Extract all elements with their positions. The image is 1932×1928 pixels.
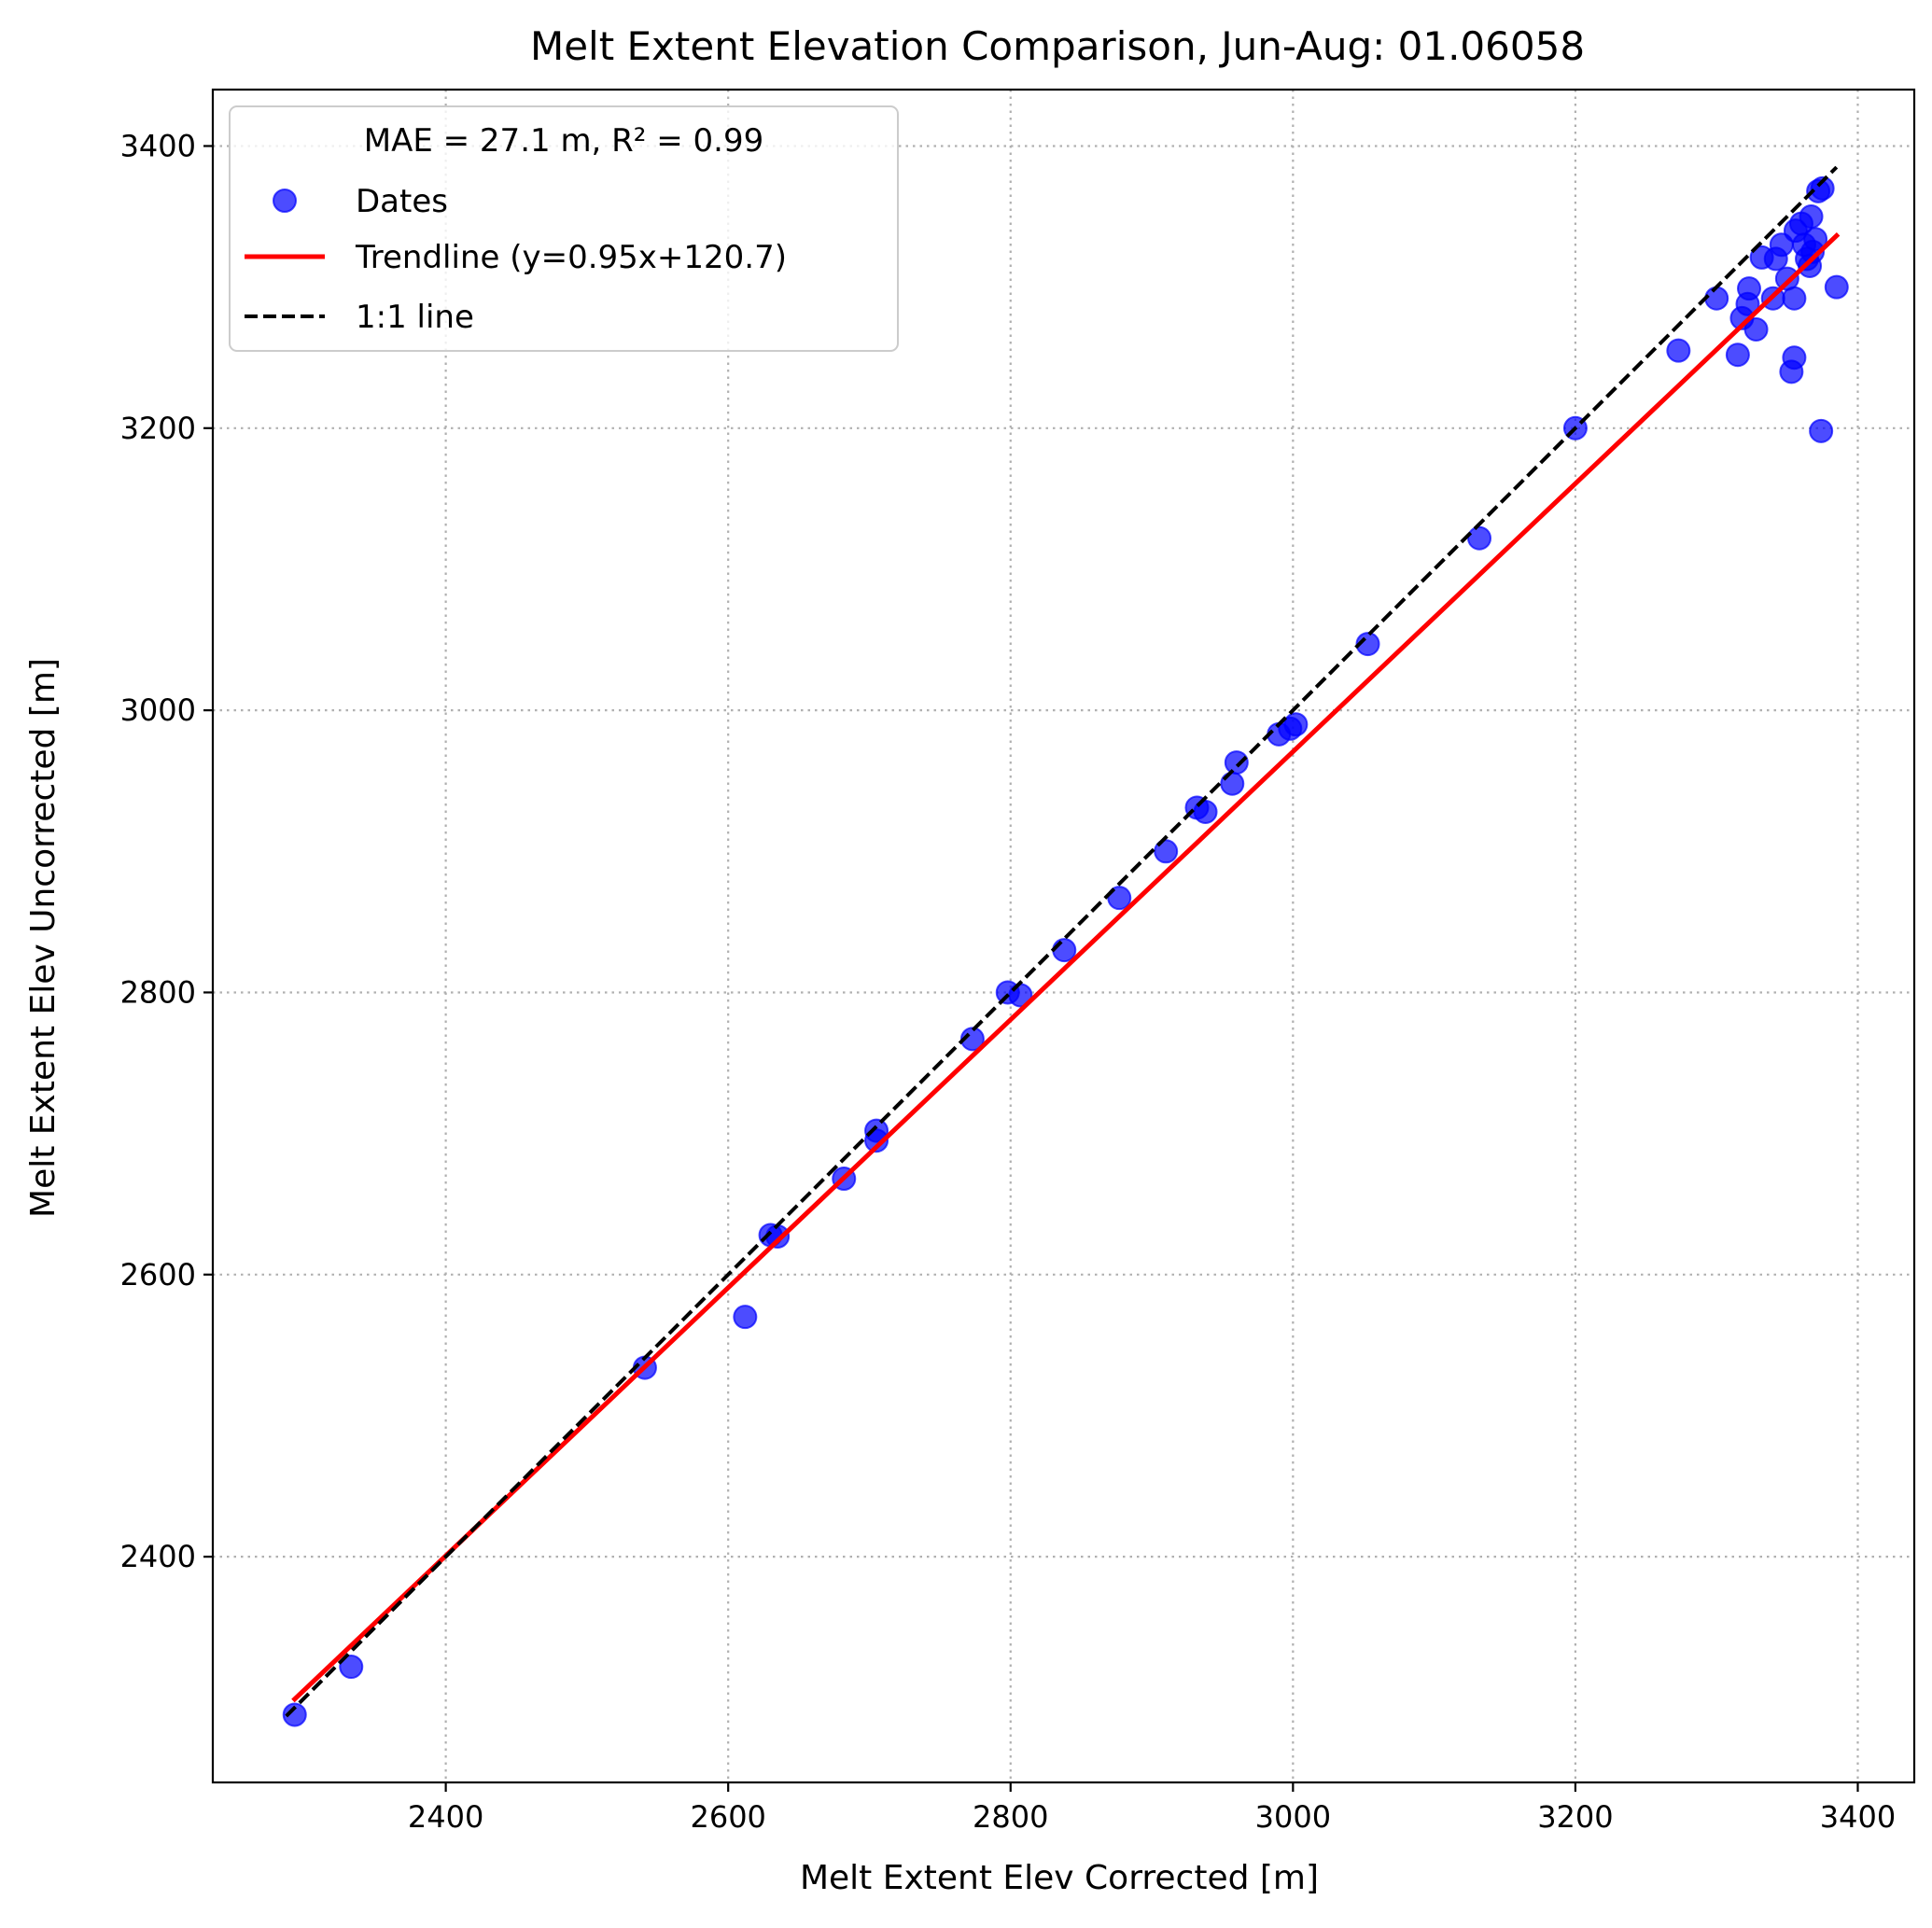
- identity-line: [285, 165, 1839, 1718]
- y-tick-label: 3400: [120, 128, 196, 163]
- data-point: [1107, 886, 1132, 911]
- x-axis-label: Melt Extent Elev Corrected [m]: [800, 1859, 1319, 1897]
- data-point: [1355, 632, 1380, 657]
- x-tick-label: 2600: [690, 1799, 765, 1835]
- grid: [213, 90, 1914, 1782]
- y-tick-label: 2600: [120, 1257, 196, 1292]
- data-point: [1736, 276, 1761, 301]
- data-point: [1782, 286, 1807, 311]
- data-point: [1283, 712, 1309, 737]
- legend-title: MAE = 27.1 m, R² = 0.99: [364, 122, 764, 160]
- data-point: [1220, 771, 1245, 796]
- data-point: [282, 1702, 307, 1727]
- x-tick-label: 2400: [408, 1799, 483, 1835]
- data-point: [959, 1027, 985, 1052]
- legend: MAE = 27.1 m, R² = 0.99 Dates Trendline …: [229, 105, 899, 352]
- data-point: [1193, 799, 1218, 824]
- scatter-points: [282, 175, 1849, 1727]
- x-tick-label: 2800: [973, 1799, 1048, 1835]
- data-point: [1467, 525, 1492, 551]
- y-tick-label: 2400: [120, 1539, 196, 1574]
- data-point: [1810, 175, 1835, 201]
- data-point: [864, 1128, 889, 1153]
- data-point: [1782, 345, 1807, 370]
- legend-box: [229, 105, 899, 352]
- data-point: [1743, 316, 1769, 342]
- data-point: [339, 1655, 364, 1680]
- legend-label-identity: 1:1 line: [356, 299, 474, 336]
- y-tick-label: 3200: [120, 411, 196, 446]
- x-tick-label: 3200: [1537, 1799, 1613, 1835]
- data-point: [733, 1305, 758, 1330]
- data-point: [1154, 839, 1179, 864]
- data-point: [1224, 750, 1249, 775]
- y-axis-label: Melt Extent Elev Uncorrected [m]: [24, 658, 63, 1218]
- data-point: [1824, 274, 1849, 300]
- x-tick-label: 3400: [1820, 1799, 1896, 1835]
- chart-title: Melt Extent Elevation Comparison, Jun-Au…: [530, 23, 1585, 69]
- legend-label-dates: Dates: [356, 183, 448, 220]
- data-point: [1052, 938, 1077, 963]
- x-tick-label: 3000: [1255, 1799, 1331, 1835]
- y-tick-label: 3000: [120, 692, 196, 728]
- data-point: [1803, 227, 1828, 252]
- legend-marker-dates: [273, 189, 297, 213]
- plot-frame: [211, 88, 1916, 1784]
- axis-ticks: 2400 2600 2800 3000 3200 3400 2400 2600 2800 3000…: [120, 128, 1897, 1835]
- data-point: [1799, 204, 1824, 230]
- data-point: [1704, 286, 1729, 311]
- trendline: [291, 231, 1841, 1703]
- y-tick-label: 2800: [120, 974, 196, 1010]
- data-point: [1725, 342, 1750, 368]
- data-point: [1666, 338, 1691, 363]
- reference-lines: [285, 165, 1841, 1718]
- legend-label-trendline: Trendline (y=0.95x+120.7): [355, 239, 787, 276]
- data-point: [1809, 418, 1834, 443]
